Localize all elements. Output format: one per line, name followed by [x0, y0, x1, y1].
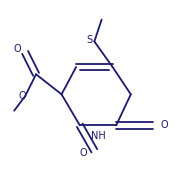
Text: O: O	[80, 148, 87, 158]
Text: S: S	[86, 35, 93, 45]
Text: O: O	[161, 120, 169, 130]
Text: O: O	[13, 44, 21, 54]
Text: NH: NH	[91, 131, 105, 141]
Text: O: O	[19, 91, 26, 101]
